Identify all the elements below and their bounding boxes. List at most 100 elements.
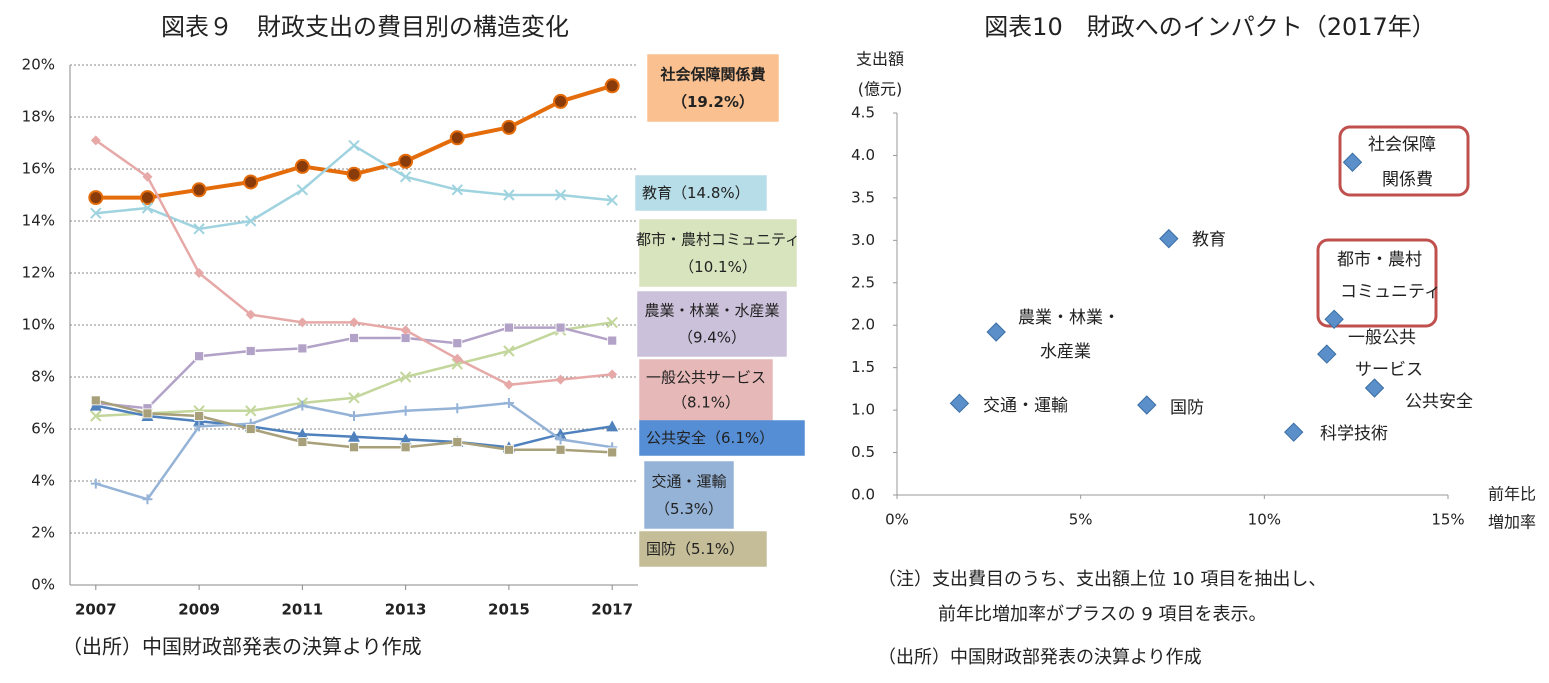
data-point xyxy=(348,139,360,152)
point-label: 交通・運輸 xyxy=(983,396,1068,416)
point-label: 公共安全 xyxy=(1405,392,1473,412)
data-point xyxy=(297,317,308,328)
y-tick-label: 16% xyxy=(22,160,55,178)
data-point xyxy=(399,171,412,183)
legend-box xyxy=(644,461,734,529)
y-tick-label: 14% xyxy=(22,212,55,230)
y-axis-label: (億元) xyxy=(858,80,903,99)
data-point xyxy=(606,316,618,329)
data-point xyxy=(294,158,310,174)
point-label: 教育 xyxy=(1192,230,1226,250)
data-point xyxy=(139,190,155,206)
x-tick-label: 15% xyxy=(1431,511,1464,529)
data-point xyxy=(398,153,414,169)
legend-name: 教育 xyxy=(642,184,672,202)
x-tick-label: 2013 xyxy=(385,601,427,619)
note: （注）支出費目のうち、支出額上位 10 項目を抽出し、 xyxy=(878,569,1326,590)
data-point xyxy=(1364,378,1385,398)
data-point xyxy=(452,338,463,349)
data-point xyxy=(245,424,256,434)
y-tick-label: 2.5 xyxy=(851,273,875,291)
legend-name: 国防 xyxy=(646,540,676,558)
source-note: （出所）中国財政部発表の決算より作成 xyxy=(878,647,1202,668)
legend-box xyxy=(639,359,773,421)
legend-name: 農業・林業・水産業 xyxy=(644,302,779,320)
data-point xyxy=(452,353,463,364)
data-point xyxy=(90,410,102,422)
data-point xyxy=(348,430,360,442)
data-point xyxy=(553,93,569,109)
legend-value: （14.8%） xyxy=(672,184,750,202)
data-point xyxy=(194,351,204,362)
data-point xyxy=(400,405,411,416)
x-tick-label: 5% xyxy=(1069,511,1093,529)
y-tick-label: 0.0 xyxy=(851,486,875,504)
data-point xyxy=(452,403,463,414)
data-point xyxy=(193,223,205,235)
data-point xyxy=(296,428,309,440)
source-note: （出所）中国財政部発表の決算より作成 xyxy=(62,635,422,659)
data-point xyxy=(503,345,515,357)
data-point xyxy=(986,322,1006,342)
data-point xyxy=(297,400,308,411)
y-tick-label: 20% xyxy=(22,56,55,74)
data-point xyxy=(555,374,566,385)
y-tick-label: 18% xyxy=(22,108,55,126)
legend-name: 交通・運輸 xyxy=(651,472,726,490)
x-tick-label: 0% xyxy=(885,511,909,529)
data-point xyxy=(349,411,359,421)
y-axis-label: 支出額 xyxy=(856,50,904,69)
legend-value: （5.1%） xyxy=(676,540,744,558)
legend-label: 国防（5.1%） xyxy=(646,540,744,558)
data-point xyxy=(141,202,154,214)
legend-value: （9.4%） xyxy=(678,329,746,347)
data-point xyxy=(349,333,359,343)
point-label: 都市・農村 xyxy=(1337,250,1422,270)
point-label: 一般公共 xyxy=(1348,328,1416,348)
legend-name: 社会保障関係費 xyxy=(659,65,765,83)
data-point xyxy=(503,189,515,201)
x-tick-label: 2011 xyxy=(281,601,323,619)
y-tick-label: 2.0 xyxy=(851,316,875,334)
data-point xyxy=(1317,344,1337,364)
data-point xyxy=(607,335,618,346)
x-tick-label: 2009 xyxy=(178,601,220,619)
chart-title: 図表10 財政へのインパクト（2017年） xyxy=(984,13,1436,41)
y-tick-label: 1.0 xyxy=(851,401,875,419)
legend-box xyxy=(635,175,767,211)
x-tick-label: 2007 xyxy=(75,601,117,619)
data-point xyxy=(90,135,101,146)
legend-box xyxy=(647,54,779,122)
y-tick-label: 2% xyxy=(31,524,55,542)
chart-title: 図表９ 財政支出の費目別の構造変化 xyxy=(161,13,569,41)
legend-value: （19.2%） xyxy=(672,93,754,111)
x-tick-label: 10% xyxy=(1248,511,1281,529)
legend-value: （6.1%） xyxy=(706,429,774,447)
data-point xyxy=(142,171,153,182)
data-point xyxy=(142,494,153,505)
legend-value: （8.1%） xyxy=(672,394,740,412)
data-point xyxy=(1342,152,1363,172)
data-point xyxy=(90,395,101,406)
data-point xyxy=(555,434,566,445)
y-tick-label: 6% xyxy=(31,420,55,438)
x-axis-label: 増加率 xyxy=(1488,513,1536,532)
data-point xyxy=(88,190,104,206)
data-point xyxy=(501,119,517,135)
data-point xyxy=(1324,309,1344,329)
data-point xyxy=(399,433,412,445)
data-point xyxy=(949,393,970,414)
data-point xyxy=(245,346,256,356)
point-label: コミュニティ xyxy=(1340,282,1441,302)
note: 前年比増加率がプラスの 9 項目を表示。 xyxy=(938,604,1267,625)
data-point xyxy=(348,392,360,404)
data-point xyxy=(555,444,566,455)
data-point xyxy=(1284,422,1304,442)
data-point xyxy=(349,442,359,453)
legend-name: 一般公共サービス xyxy=(646,369,766,387)
data-point xyxy=(194,411,204,421)
data-point xyxy=(346,166,362,182)
y-tick-label: 0% xyxy=(31,576,55,594)
data-point xyxy=(243,174,259,190)
